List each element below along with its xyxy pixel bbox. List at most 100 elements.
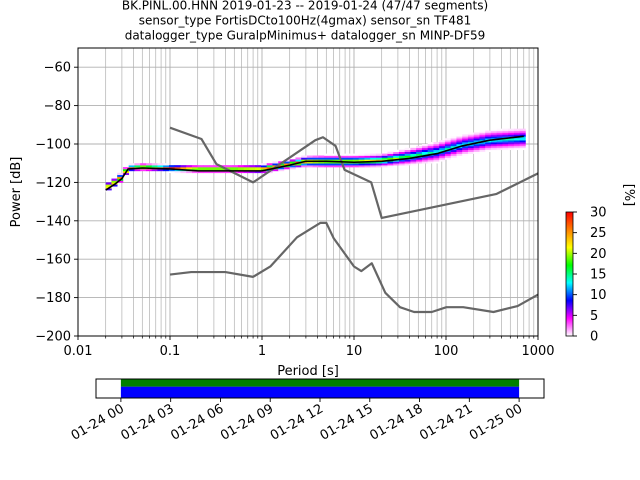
density-cell [416, 151, 423, 154]
density-cell [473, 144, 480, 147]
density-cell [467, 144, 474, 147]
density-cell [462, 145, 469, 149]
density-cell [421, 149, 428, 152]
y-tick-label: −180 [35, 291, 71, 306]
density-cell [439, 147, 446, 151]
density-cell [220, 165, 227, 168]
density-cell [456, 134, 463, 137]
density-cell [295, 157, 302, 160]
density-cell [473, 140, 480, 143]
density-cell [312, 163, 319, 166]
density-cell [496, 144, 503, 147]
density-cell [519, 130, 526, 133]
density-cell [444, 145, 451, 149]
density-cell [168, 165, 175, 168]
density-cell [352, 155, 359, 158]
density-cell [513, 147, 520, 151]
density-cell [439, 153, 446, 156]
density-cell [128, 163, 135, 166]
density-cell [490, 128, 497, 131]
density-cell [450, 149, 457, 152]
density-cell [260, 165, 267, 168]
density-cell [341, 165, 348, 168]
density-cell [462, 136, 469, 139]
density-cell [140, 165, 147, 168]
density-cell [381, 161, 388, 164]
density-cell [370, 165, 377, 168]
density-cell [490, 144, 497, 147]
density-cell [163, 165, 170, 168]
plot-background [78, 48, 538, 336]
density-cell [439, 157, 446, 160]
density-cell [439, 149, 446, 152]
y-tick-label: −140 [35, 214, 71, 229]
density-cell [444, 144, 451, 147]
density-cell [283, 163, 290, 166]
density-cell [111, 178, 118, 181]
density-cell [203, 170, 210, 174]
y-axis-ticks: −200 −180 −160 −140 −120 −100 −80 −60 [35, 61, 78, 345]
density-cell [467, 134, 474, 137]
density-cell [502, 136, 509, 139]
density-cell [433, 157, 440, 160]
density-cell [347, 155, 354, 158]
density-cell [220, 170, 227, 174]
density-cell [387, 153, 394, 156]
density-cell [122, 172, 129, 176]
density-cell [381, 163, 388, 166]
density-cell [467, 140, 474, 143]
density-cell [151, 168, 158, 172]
x-tick-label: 1 [258, 344, 266, 359]
density-cell [456, 138, 463, 141]
density-cell [203, 165, 210, 168]
density-cell [243, 168, 250, 172]
density-cell [289, 159, 296, 162]
density-cell [272, 161, 279, 164]
density-cell [398, 149, 405, 152]
density-cell [508, 145, 515, 149]
density-cell [467, 147, 474, 151]
density-cell [214, 168, 221, 172]
density-cell [444, 151, 451, 154]
density-cell [398, 159, 405, 162]
plot-frame [77, 47, 539, 337]
density-cell [375, 165, 382, 168]
density-cell [433, 151, 440, 154]
density-cell [398, 155, 405, 158]
density-cell [404, 159, 411, 162]
density-cell [278, 168, 285, 172]
density-cell [157, 168, 164, 172]
timeline-tick-label: 01-24 18 [367, 401, 425, 443]
density-cell [341, 163, 348, 166]
density-cell [301, 163, 308, 166]
density-cell [502, 144, 509, 147]
density-cell [508, 142, 515, 145]
density-cell [255, 168, 262, 172]
density-cell [485, 149, 492, 152]
density-cell [381, 153, 388, 156]
density-cell [324, 161, 331, 164]
density-cell [105, 188, 112, 191]
density-cell [347, 165, 354, 168]
density-cell [479, 147, 486, 151]
density-cell [203, 168, 210, 172]
colorbar-ticks: 0 5 10 15 20 25 30 [573, 206, 607, 345]
density-cell [450, 140, 457, 143]
density-cell [433, 155, 440, 158]
density-cell [387, 155, 394, 158]
density-cell [462, 140, 469, 143]
density-cell [260, 163, 267, 166]
density-cell [140, 168, 147, 172]
density-cell [387, 163, 394, 166]
density-cell [306, 161, 313, 164]
density-cell [508, 128, 515, 131]
density-cell [393, 155, 400, 158]
density-cell [393, 161, 400, 164]
density-cell [364, 157, 371, 160]
density-cell [145, 165, 152, 168]
density-cell [410, 163, 417, 166]
x-axis-label: Period [s] [277, 364, 339, 379]
density-cell [163, 168, 170, 172]
timeline-bars [120, 379, 520, 398]
density-cell [508, 134, 515, 137]
